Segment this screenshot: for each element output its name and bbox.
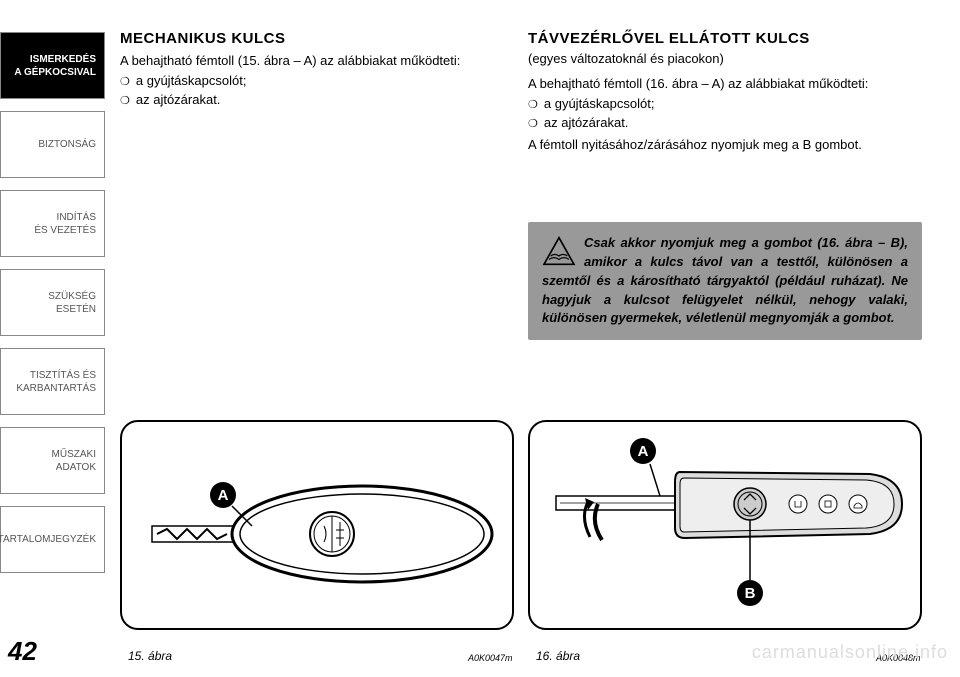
warning-box: Csak akkor nyomjuk meg a gombot (16. ábr… [528,222,922,340]
sidebar-label: TARTALOMJEGYZÉK [0,533,96,546]
label-a: A [630,438,656,464]
label-b: B [737,580,763,606]
figure-16: A B [528,420,922,630]
bullet-item: ❍ az ajtózárakat. [528,113,922,133]
sidebar-item-ismerkedes[interactable]: ISMERKEDÉS A GÉPKOCSIVAL [0,32,105,99]
bullet-text: a gyújtáskapcsolót; [136,71,247,91]
sidebar-nav: ISMERKEDÉS A GÉPKOCSIVAL BIZTONSÁG INDÍT… [0,0,105,677]
bullet-icon: ❍ [528,97,538,114]
heading-mechanikus: MECHANIKUS KULCS [120,30,514,47]
sidebar-label: BIZTONSÁG [38,138,96,151]
figure-15: A [120,420,514,630]
page-number: 42 [8,636,37,667]
intro-left: A behajtható fémtoll (15. ábra – A) az a… [120,51,514,71]
bullet-text: az ajtózárakat. [544,113,629,133]
sidebar-item-tartalom[interactable]: TARTALOMJEGYZÉK [0,506,105,573]
extra-text: A fémtoll nyitásához/zárásához nyomjuk m… [528,135,922,155]
bullet-text: a gyújtáskapcsolót; [544,94,655,114]
warning-triangle-icon [542,236,576,266]
mechanical-key-illustration [122,422,516,632]
sidebar-item-muszaki[interactable]: MŰSZAKI ADATOK [0,427,105,494]
bullet-icon: ❍ [120,74,130,91]
bullet-text: az ajtózárakat. [136,90,221,110]
sidebar-item-biztonsag[interactable]: BIZTONSÁG [0,111,105,178]
sidebar-item-szukseg[interactable]: SZÜKSÉG ESETÉN [0,269,105,336]
heading-tavvezerlo: TÁVVEZÉRLŐVEL ELLÁTOTT KULCS [528,30,922,47]
bullet-item: ❍ a gyújtáskapcsolót; [120,71,514,91]
warning-text: Csak akkor nyomjuk meg a gombot (16. ábr… [542,234,908,328]
bullet-item: ❍ az ajtózárakat. [120,90,514,110]
sidebar-item-inditas[interactable]: INDÍTÁS ÉS VEZETÉS [0,190,105,257]
sidebar-label: ISMERKEDÉS A GÉPKOCSIVAL [14,53,96,79]
subtitle-right: (egyes változatoknál és piacokon) [528,51,922,66]
sidebar-label: TISZTÍTÁS ÉS KARBANTARTÁS [16,369,96,395]
left-column: MECHANIKUS KULCS A behajtható fémtoll (1… [120,30,514,110]
figure-caption-15: 15. ábra [128,649,172,663]
sidebar-label: INDÍTÁS ÉS VEZETÉS [34,211,96,237]
label-a: A [210,482,236,508]
remote-key-illustration [530,422,924,632]
sidebar-item-tisztitas[interactable]: TISZTÍTÁS ÉS KARBANTARTÁS [0,348,105,415]
bullet-icon: ❍ [528,116,538,133]
watermark: carmanualsonline.info [752,642,948,663]
right-column: TÁVVEZÉRLŐVEL ELLÁTOTT KULCS (egyes vált… [528,30,922,340]
intro-right: A behajtható fémtoll (16. ábra – A) az a… [528,74,922,94]
sidebar-label: MŰSZAKI ADATOK [52,448,96,474]
bullet-icon: ❍ [120,93,130,110]
figure-caption-16: 16. ábra [536,649,580,663]
sidebar-label: SZÜKSÉG ESETÉN [48,290,96,316]
figure-code-15: A0K0047m [468,653,513,663]
bullet-item: ❍ a gyújtáskapcsolót; [528,94,922,114]
